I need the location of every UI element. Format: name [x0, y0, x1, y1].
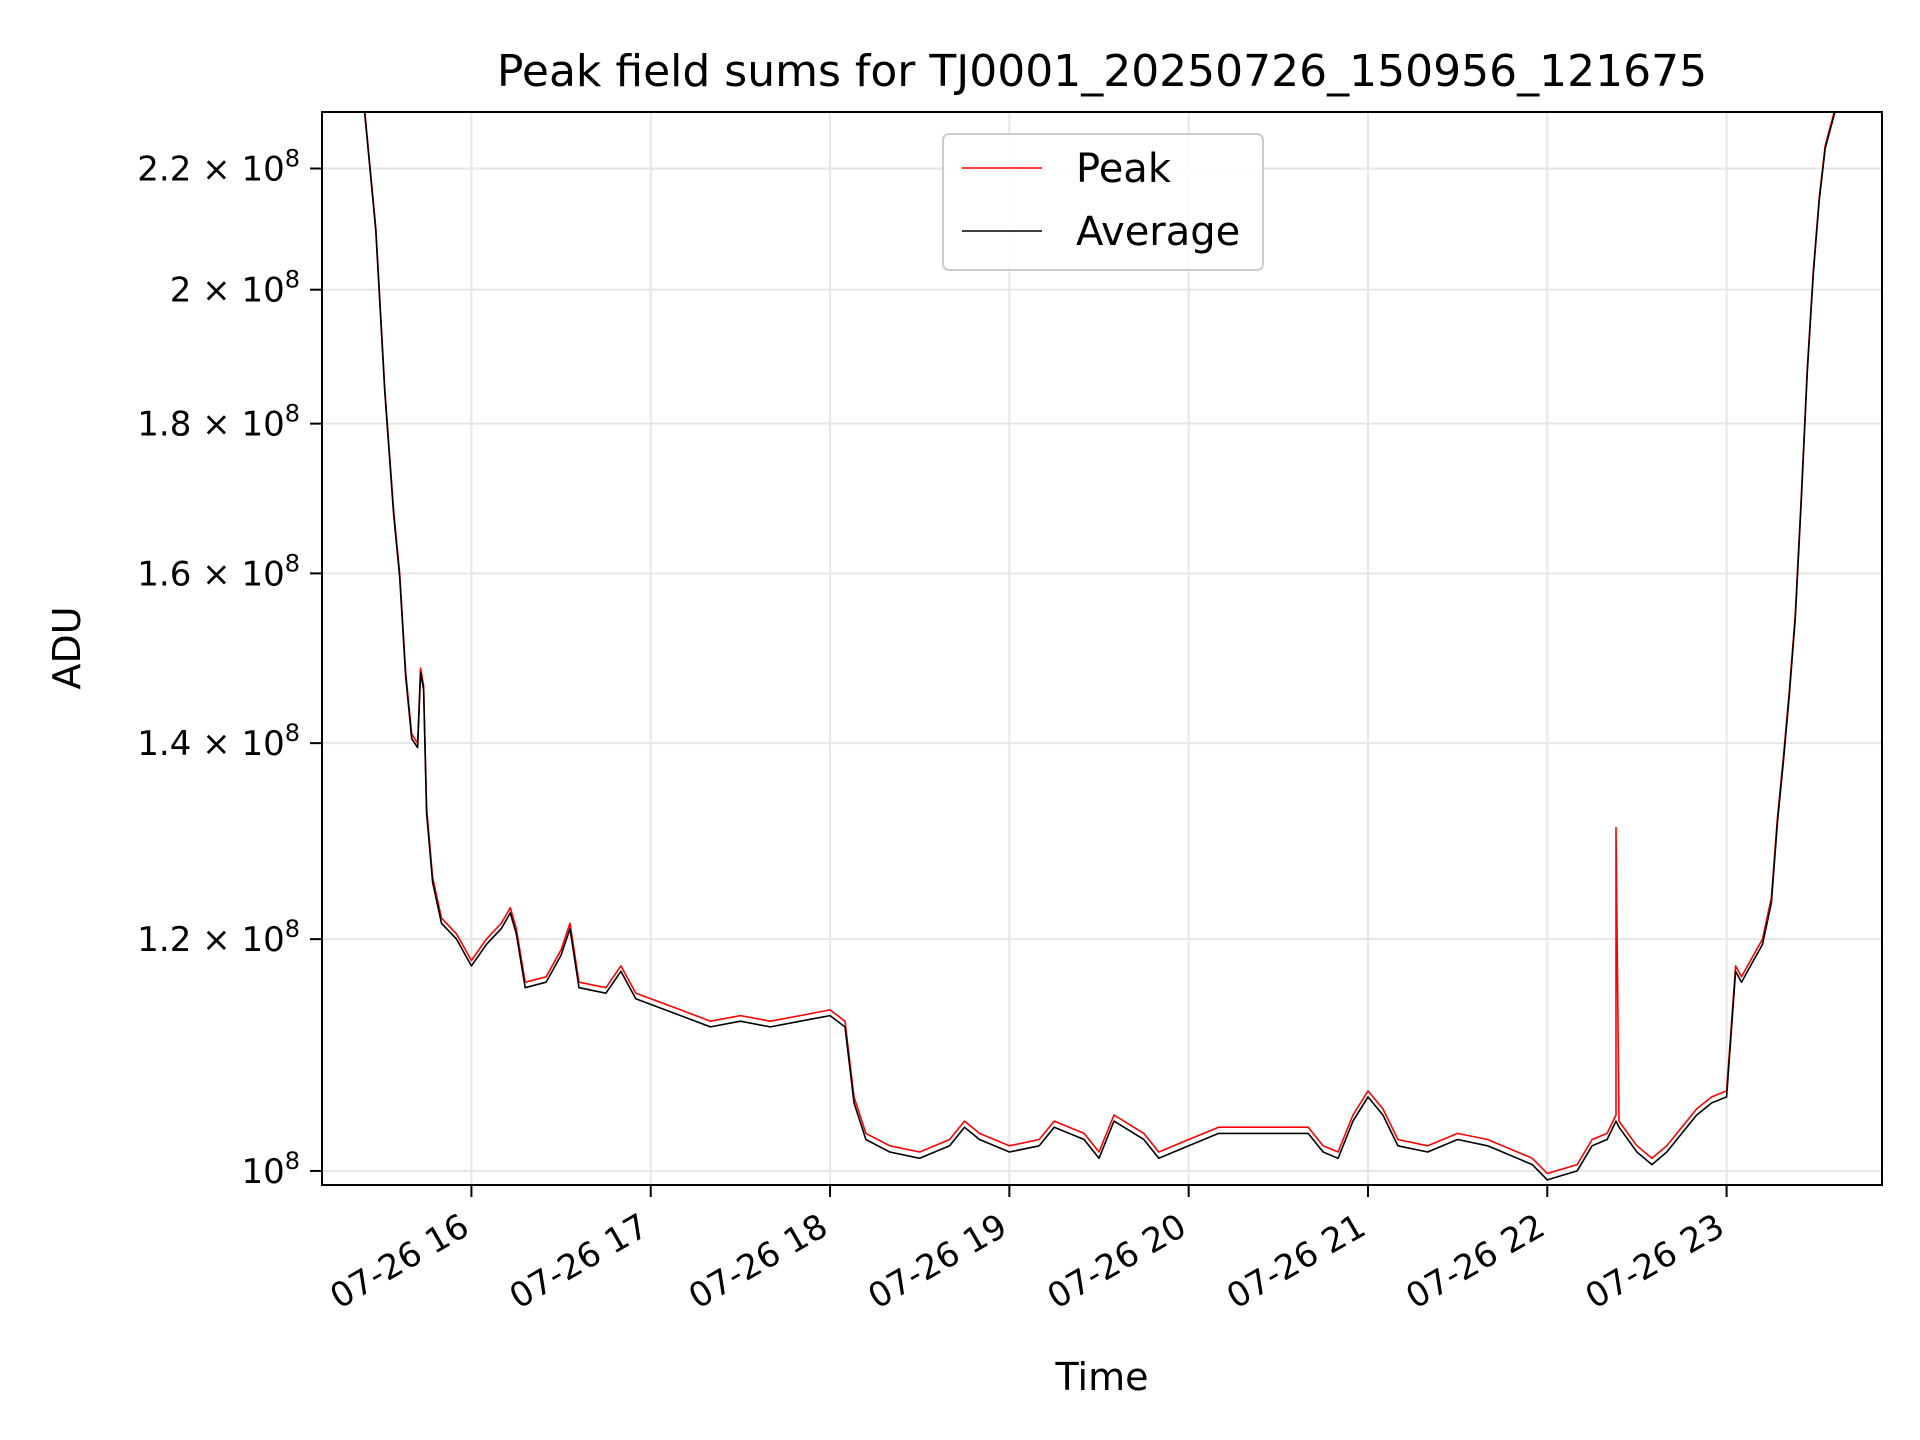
legend: Peak Average — [942, 133, 1264, 271]
legend-label-peak: Peak — [1076, 146, 1172, 192]
y-tick-label: 1.6 × 108 — [137, 549, 300, 594]
y-tick-label: 1.4 × 108 — [137, 719, 300, 764]
y-tick-label: 1.2 × 108 — [137, 915, 300, 960]
y-axis-title: ADU — [45, 606, 89, 689]
y-axis: 108 1.2 × 108 1.4 × 108 1.6 × 108 1.8 × 108 2… — [137, 145, 322, 1192]
x-axis-title: Time — [1055, 1355, 1149, 1399]
legend-label-average: Average — [1076, 209, 1240, 255]
y-tick-label: 2 × 108 — [170, 266, 300, 311]
series-line-average — [363, 112, 1836, 1181]
plot-frame — [321, 111, 1883, 1186]
y-tick-label: 2.2 × 108 — [137, 145, 300, 190]
series-layer — [363, 112, 1836, 1181]
y-tick-label: 108 — [241, 1147, 300, 1192]
y-tick-label: 1.8 × 108 — [137, 400, 300, 445]
chart-title: Peak field sums for TJ0001_20250726_1509… — [497, 46, 1707, 97]
